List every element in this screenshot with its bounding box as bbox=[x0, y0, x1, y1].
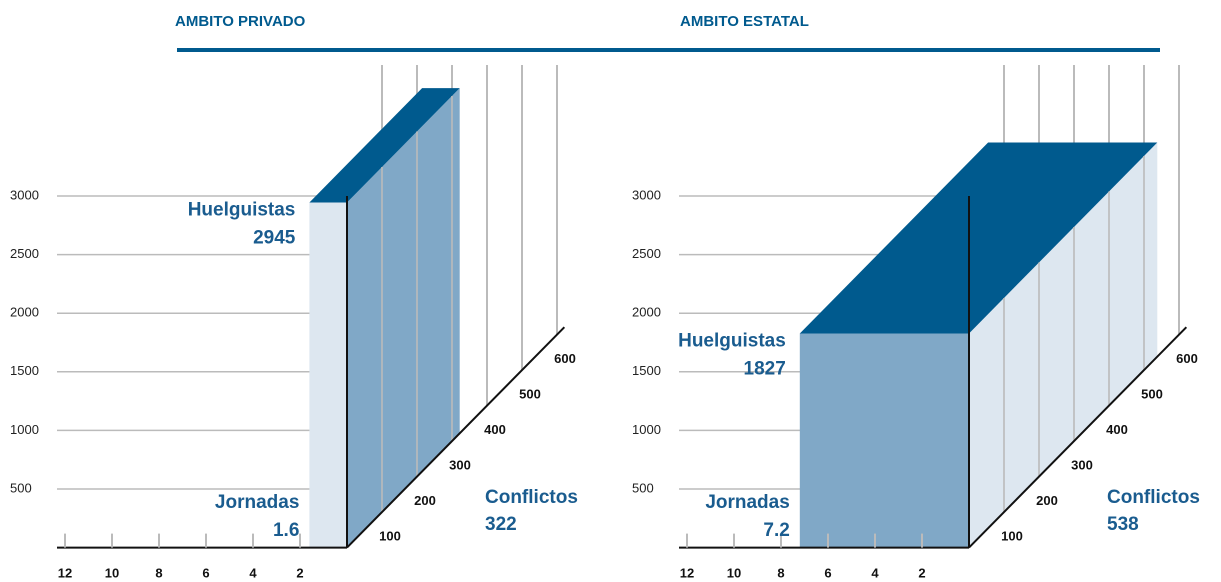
x-tick-label: 2 bbox=[918, 565, 925, 580]
z-tick-label: 400 bbox=[484, 422, 506, 437]
y-label: Huelguistas bbox=[188, 199, 296, 220]
z-tick-label: 300 bbox=[449, 458, 471, 473]
x-tick-label: 10 bbox=[727, 565, 741, 580]
x-tick-label: 6 bbox=[202, 565, 209, 580]
y-tick-label: 500 bbox=[10, 480, 32, 495]
side-face bbox=[347, 88, 460, 548]
z-tick-label: 200 bbox=[414, 493, 436, 508]
panel-title: AMBITO PRIVADO bbox=[175, 13, 306, 30]
y-tick-label: 2500 bbox=[632, 246, 661, 261]
z-tick-label: 200 bbox=[1036, 493, 1058, 508]
x-label: Jornadas bbox=[705, 492, 789, 513]
z-axis bbox=[968, 326, 1188, 549]
z-tick-label: 600 bbox=[1176, 351, 1198, 366]
x-tick-label: 4 bbox=[871, 565, 879, 580]
y-value-label: 2945 bbox=[253, 227, 296, 248]
top-face bbox=[309, 88, 460, 203]
side-face bbox=[969, 142, 1158, 548]
x-value-label: 7.2 bbox=[763, 520, 789, 541]
x-tick-label: 12 bbox=[58, 565, 72, 580]
z-tick-label: 500 bbox=[1141, 387, 1163, 402]
x-tick-label: 10 bbox=[105, 565, 119, 580]
z-tick-label: 500 bbox=[519, 387, 541, 402]
y-tick-label: 500 bbox=[632, 480, 654, 495]
x-label: Jornadas bbox=[215, 492, 299, 513]
x-value-label: 1.6 bbox=[273, 520, 299, 541]
z-tick-label: 400 bbox=[1106, 422, 1128, 437]
top-face bbox=[799, 142, 1158, 334]
front-face bbox=[799, 333, 969, 548]
z-tick-label: 300 bbox=[1071, 458, 1093, 473]
front-face bbox=[309, 202, 347, 548]
z-tick-label: 600 bbox=[554, 351, 576, 366]
y-label: Huelguistas bbox=[678, 330, 786, 351]
z-value-label: 538 bbox=[1107, 514, 1139, 535]
y-tick-label: 1000 bbox=[632, 422, 661, 437]
x-tick-label: 4 bbox=[249, 565, 257, 580]
x-tick-label: 2 bbox=[296, 565, 303, 580]
panel-title: AMBITO ESTATAL bbox=[680, 13, 809, 30]
y-tick-label: 2500 bbox=[10, 246, 39, 261]
x-tick-label: 6 bbox=[824, 565, 831, 580]
x-tick-label: 8 bbox=[155, 565, 162, 580]
x-tick-label: 12 bbox=[680, 565, 694, 580]
y-tick-label: 1500 bbox=[632, 363, 661, 378]
z-tick-label: 100 bbox=[1001, 529, 1023, 544]
y-tick-label: 1000 bbox=[10, 422, 39, 437]
z-axis bbox=[346, 326, 566, 549]
y-tick-label: 2000 bbox=[10, 305, 39, 320]
y-tick-label: 2000 bbox=[632, 305, 661, 320]
y-tick-label: 1500 bbox=[10, 363, 39, 378]
x-tick-label: 8 bbox=[777, 565, 784, 580]
y-tick-label: 3000 bbox=[632, 187, 661, 202]
y-tick-label: 3000 bbox=[10, 187, 39, 202]
z-value-label: 322 bbox=[485, 514, 517, 535]
z-tick-label: 100 bbox=[379, 529, 401, 544]
y-value-label: 1827 bbox=[744, 358, 786, 379]
z-label: Conflictos bbox=[485, 487, 578, 508]
z-label: Conflictos bbox=[1107, 487, 1200, 508]
